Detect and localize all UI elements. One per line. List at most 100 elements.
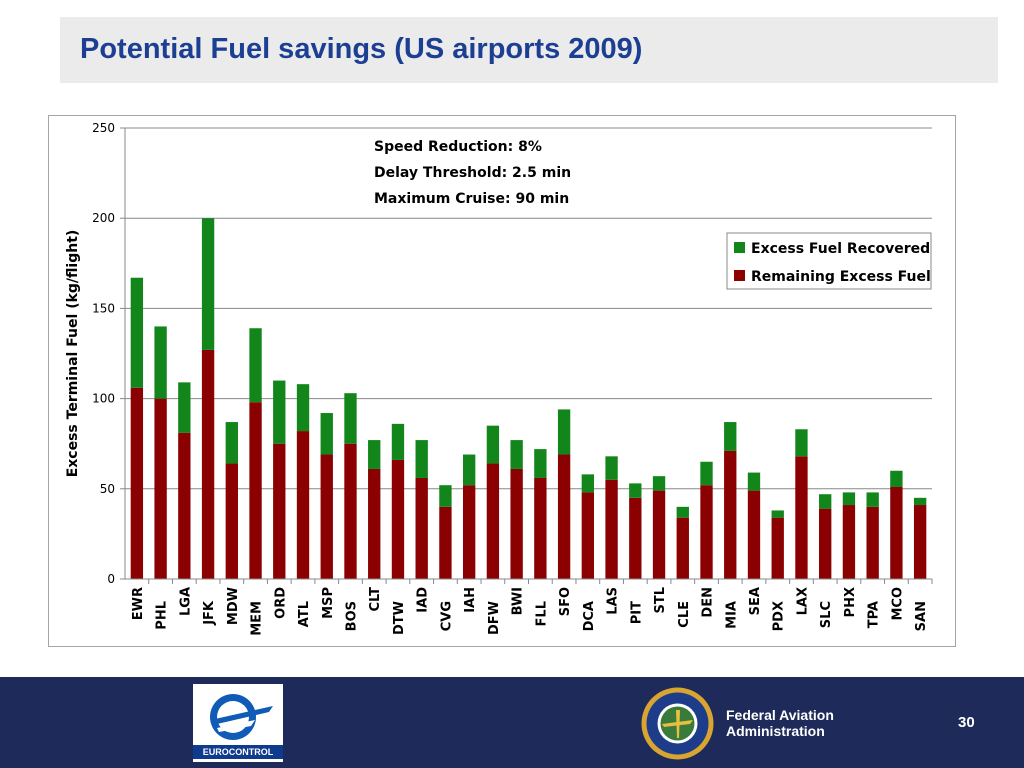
y-tick-label: 200 — [92, 211, 115, 225]
bar-recovered-atl — [296, 384, 310, 432]
y-tick-label: 50 — [100, 482, 115, 496]
bar-remaining-sea — [747, 490, 761, 579]
bar-remaining-den — [700, 485, 713, 579]
y-tick-label: 100 — [92, 392, 115, 406]
bar-remaining-lax — [795, 456, 808, 579]
legend: Excess Fuel Recovered Remaining Excess Fu… — [726, 232, 932, 290]
legend-swatch — [734, 270, 745, 281]
y-axis-label: Excess Terminal Fuel (kg/flight) — [65, 230, 81, 478]
bar-remaining-mia — [724, 450, 737, 579]
x-tick-label: DTW — [392, 601, 407, 635]
bar-recovered-dtw — [391, 423, 405, 460]
bar-recovered-jfk — [201, 218, 215, 350]
bar-remaining-atl — [296, 431, 310, 579]
bar-remaining-bwi — [510, 468, 523, 579]
bar-recovered-dfw — [486, 425, 500, 464]
bar-recovered-pit — [629, 483, 642, 498]
bar-recovered-msp — [320, 413, 333, 455]
bar-remaining-dfw — [486, 463, 500, 579]
bar-recovered-mem — [249, 328, 262, 403]
x-tick-label: BWI — [511, 587, 526, 615]
bar-remaining-phl — [154, 398, 167, 579]
bar-remaining-sfo — [557, 454, 571, 579]
x-tick-label: MDW — [226, 587, 241, 625]
bar-remaining-jfk — [201, 349, 215, 579]
annotation-3: Maximum Cruise: 90 min — [374, 191, 569, 207]
bar-recovered-clt — [368, 440, 381, 469]
bar-remaining-dca — [581, 492, 595, 579]
bar-recovered-den — [700, 461, 713, 486]
eurocontrol-swoosh-icon — [210, 694, 273, 740]
bar-recovered-phl — [154, 326, 167, 399]
x-tick-label: TPA — [867, 601, 882, 628]
bar-recovered-bos — [344, 393, 357, 444]
bar-recovered-las — [605, 456, 618, 480]
legend-label: Remaining Excess Fuel — [751, 269, 931, 285]
legend-box — [726, 232, 932, 290]
bar-remaining-dtw — [391, 459, 405, 579]
x-tick-label: CLE — [677, 601, 692, 628]
faa-seal-icon — [641, 687, 714, 760]
x-tick-label: IAD — [416, 587, 431, 613]
x-tick-label: LAS — [606, 587, 621, 615]
y-tick-label: 0 — [107, 572, 115, 586]
bar-remaining-fll — [534, 477, 547, 579]
bar-recovered-phx — [842, 492, 856, 506]
bar-remaining-clt — [368, 468, 381, 579]
bar-recovered-ord — [273, 380, 286, 444]
bar-recovered-slc — [819, 494, 832, 509]
legend-label: Excess Fuel Recovered — [751, 241, 930, 257]
bar-remaining-ord — [273, 443, 286, 579]
bar-remaining-slc — [819, 508, 832, 579]
bar-remaining-mem — [249, 402, 262, 579]
x-tick-label: MEM — [250, 601, 265, 636]
footer-bar — [0, 677, 1024, 768]
faa-name-line1: Federal Aviation — [726, 707, 834, 723]
title-bar: Potential Fuel savings (US airports 2009… — [60, 17, 998, 83]
bar-remaining-cle — [676, 517, 689, 579]
bar-recovered-san — [913, 497, 927, 506]
x-tick-label: JFK — [202, 600, 217, 626]
bar-recovered-pdx — [771, 510, 784, 518]
x-tick-label: LAX — [795, 587, 810, 615]
bar-recovered-iah — [462, 454, 476, 486]
annotation-1: Speed Reduction: 8% — [374, 139, 542, 155]
bar-recovered-fll — [534, 449, 547, 478]
x-tick-label: DCA — [582, 601, 597, 631]
x-tick-label: SFO — [558, 587, 573, 616]
bar-remaining-cvg — [439, 506, 452, 579]
bar-remaining-iah — [462, 485, 476, 579]
bar-recovered-bwi — [510, 440, 523, 469]
annotations: Speed Reduction: 8% Delay Threshold: 2.5 … — [374, 139, 571, 207]
x-tick-label: IAH — [463, 587, 478, 613]
page-number: 30 — [958, 714, 975, 731]
x-tick-label: SEA — [748, 587, 763, 615]
x-tick-label: LGA — [178, 587, 193, 616]
faa-name: Federal Aviation Administration — [726, 707, 834, 739]
x-tick-label: FLL — [534, 601, 549, 626]
x-tick-label: MCO — [890, 587, 905, 621]
x-tick-label: STL — [653, 587, 668, 614]
legend-swatch — [734, 242, 745, 253]
x-tick-label: PHL — [155, 601, 170, 630]
bar-remaining-san — [913, 505, 927, 579]
x-tick-label: BOS — [344, 601, 359, 631]
bar-remaining-ewr — [130, 387, 144, 579]
bar-recovered-lga — [178, 382, 191, 433]
x-tick-label: CVG — [439, 601, 454, 631]
bar-recovered-iad — [415, 440, 428, 478]
x-tick-label: EWR — [131, 587, 146, 620]
x-tick-label: DFW — [487, 601, 502, 635]
bar-recovered-mdw — [225, 422, 238, 464]
x-tick-label: MIA — [724, 601, 739, 629]
slide-title: Potential Fuel savings (US airports 2009… — [80, 33, 643, 65]
bar-remaining-iad — [415, 477, 428, 579]
y-tick-label: 150 — [92, 301, 115, 315]
bar-remaining-tpa — [866, 506, 879, 579]
annotation-2: Delay Threshold: 2.5 min — [374, 165, 571, 181]
bar-remaining-phx — [842, 505, 856, 579]
x-tick-label: SAN — [914, 601, 929, 631]
bar-recovered-tpa — [866, 492, 879, 507]
bar-recovered-cle — [676, 506, 689, 518]
